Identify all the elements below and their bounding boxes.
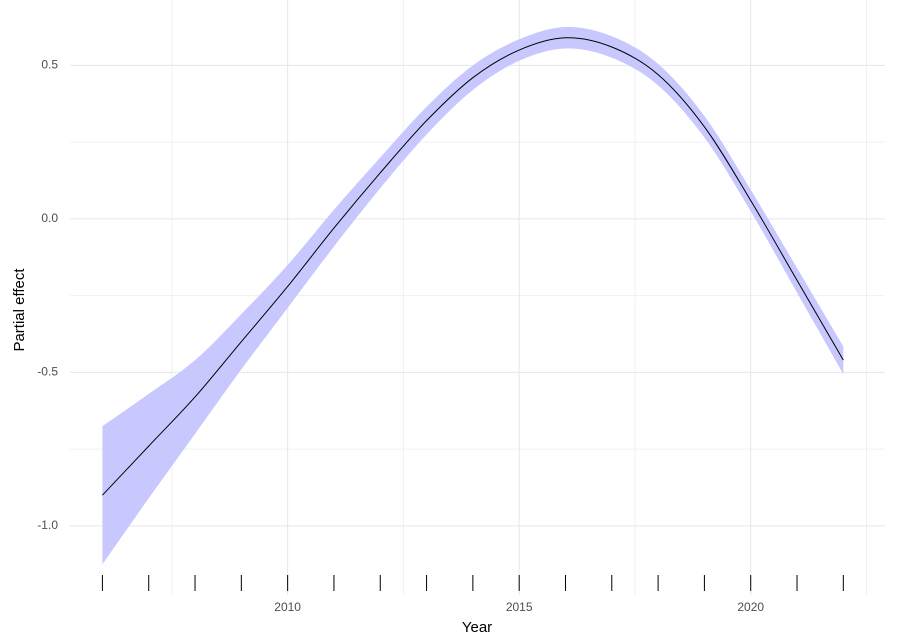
- x-tick-label: 2010: [274, 600, 301, 614]
- x-axis-title: Year: [462, 619, 492, 636]
- x-tick-label: 2015: [506, 600, 533, 614]
- y-tick-label: -1.0: [37, 518, 58, 532]
- y-tick-label: -0.5: [37, 365, 58, 379]
- y-tick-label: 0.5: [41, 58, 58, 72]
- y-tick-label: 0.0: [41, 211, 58, 225]
- y-axis-title: Partial effect: [11, 268, 28, 352]
- line: [102, 37, 844, 496]
- x-tick-label: 2020: [737, 600, 764, 614]
